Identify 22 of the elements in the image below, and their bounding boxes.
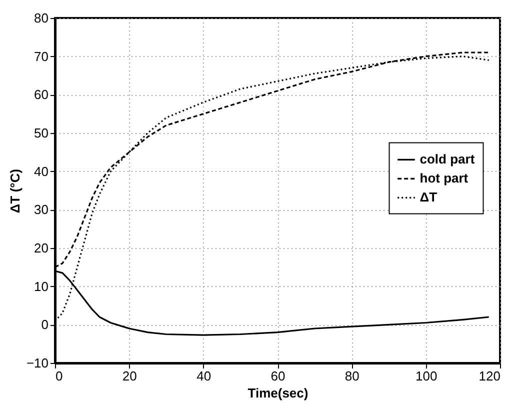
y-tick-label: 0 [41,317,48,332]
x-tick-label: 40 [196,368,212,384]
y-tick-label: 80 [34,10,48,26]
legend-label: cold part [420,152,476,167]
legend-label: ΔT [420,190,438,205]
y-axis-title: ΔT (°C) [7,168,22,214]
x-tick-label: 120 [478,368,500,384]
y-tick-label: 30 [34,202,48,218]
x-tick-label: 20 [122,368,137,384]
x-tick-label: 80 [344,368,360,384]
legend-label: hot part [420,170,469,186]
y-tick-label: 40 [34,164,48,179]
x-tick-label: 100 [415,368,438,384]
x-tick-label: 60 [270,368,286,384]
y-tick-label: 70 [34,48,48,64]
y-tick-label: 20 [34,240,48,256]
y-tick-label: −10 [26,356,48,370]
y-tick-label: 10 [34,278,48,294]
x-axis-title: Time(sec) [248,386,308,400]
y-tick-label: 50 [34,126,48,140]
y-tick-label: 60 [34,87,48,102]
x-tick-label: 0 [56,368,63,384]
